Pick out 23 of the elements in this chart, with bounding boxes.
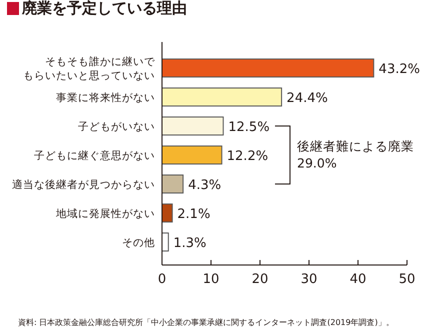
x-tick-label: 40 (350, 272, 366, 287)
y-tick-label: 地域に発展性がない (55, 207, 155, 220)
data-label: 1.3% (173, 236, 206, 251)
x-tick-label: 0 (158, 272, 166, 287)
x-tick-label: 20 (252, 272, 268, 287)
chart-title: 廃業を予定している理由 (21, 0, 187, 17)
y-tick-label: 子どもに継ぐ意思がない (34, 149, 155, 162)
y-tick-label: 事業に将来性がない (56, 91, 155, 104)
data-label: 12.5% (228, 120, 270, 135)
data-label: 24.4% (286, 91, 328, 106)
y-tick-label: そもそも誰かに継いでもらいたいと思っていない (23, 54, 156, 82)
text: 資料: 日本政策金融公庫総合研究所「中小企業の事業承継に関するインターネット調査(2019年調査)」。 (18, 318, 394, 327)
y-tick-label: 適当な後継者が見つからない (12, 178, 155, 191)
y-tick-label: その他 (122, 237, 155, 249)
data-label: 43.2% (378, 62, 420, 77)
data-label: 2.1% (177, 207, 210, 222)
data-label: 4.3% (188, 178, 222, 193)
annotation: 後継者難による廃業 29.0% (297, 138, 414, 170)
x-tick-label: 10 (202, 272, 220, 287)
x-tick-label: 30 (300, 272, 318, 287)
y-tick-label: 子どもがいない (78, 121, 155, 133)
x-tick-label: 50 (398, 272, 416, 287)
data-label: 12.2% (226, 149, 268, 164)
